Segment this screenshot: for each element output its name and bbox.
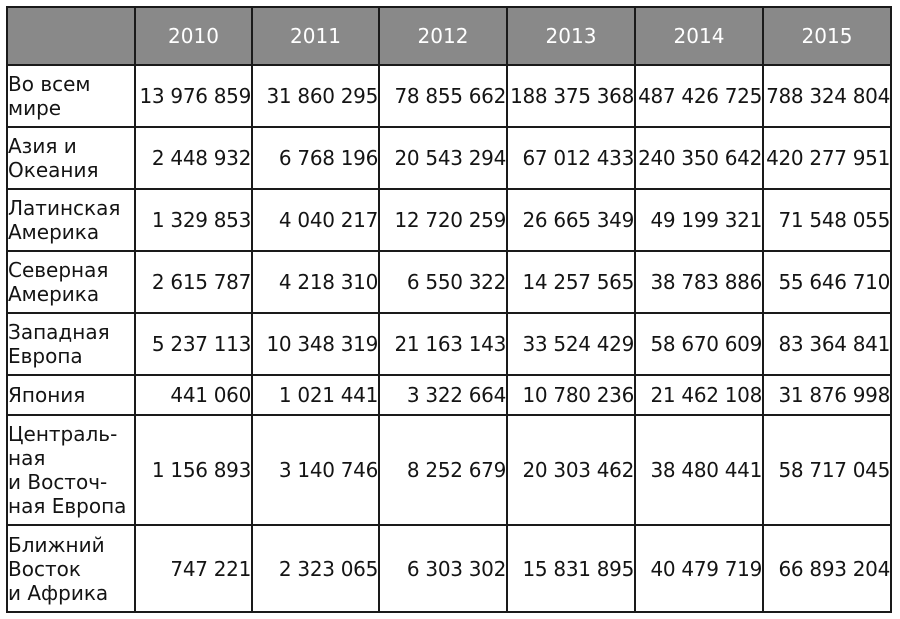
table-cell: 49 199 321	[634, 188, 764, 252]
table-cell: 8 252 679	[378, 414, 508, 526]
row-label: Северная Америка	[6, 250, 136, 314]
table-cell: 15 831 895	[506, 524, 636, 613]
table-cell: 71 548 055	[762, 188, 892, 252]
table-cell: 188 375 368	[506, 64, 636, 128]
table-cell: 78 855 662	[378, 64, 508, 128]
table-cell: 40 479 719	[634, 524, 764, 613]
table-cell: 31 876 998	[762, 374, 892, 416]
table-cell: 20 303 462	[506, 414, 636, 526]
table-cell: 13 976 859	[134, 64, 253, 128]
table-cell: 14 257 565	[506, 250, 636, 314]
table-cell: 420 277 951	[762, 126, 892, 190]
table-cell: 38 480 441	[634, 414, 764, 526]
table-cell: 12 720 259	[378, 188, 508, 252]
table-row: Азия и Океания 2 448 932 6 768 196 20 54…	[6, 126, 892, 190]
row-label: Во всем мире	[6, 64, 136, 128]
table-row: Ближний Восток и Африка 747 221 2 323 06…	[6, 524, 892, 613]
table-row: Латинская Америка 1 329 853 4 040 217 12…	[6, 188, 892, 252]
table-cell: 10 348 319	[251, 312, 380, 376]
table-cell: 6 303 302	[378, 524, 508, 613]
table-cell: 788 324 804	[762, 64, 892, 128]
table-cell: 487 426 725	[634, 64, 764, 128]
row-label: Западная Европа	[6, 312, 136, 376]
table-cell: 2 448 932	[134, 126, 253, 190]
table-cell: 83 364 841	[762, 312, 892, 376]
row-label: Ближний Восток и Африка	[6, 524, 136, 613]
table-cell: 4 040 217	[251, 188, 380, 252]
row-label: Япония	[6, 374, 136, 416]
header-cell: 2012	[378, 6, 508, 66]
table-cell: 6 550 322	[378, 250, 508, 314]
table-cell: 55 646 710	[762, 250, 892, 314]
table-cell: 1 021 441	[251, 374, 380, 416]
table-cell: 5 237 113	[134, 312, 253, 376]
header-corner-cell	[6, 6, 136, 66]
table-row: Западная Европа 5 237 113 10 348 319 21 …	[6, 312, 892, 376]
table-row: Во всем мире 13 976 859 31 860 295 78 85…	[6, 64, 892, 128]
table-cell: 58 670 609	[634, 312, 764, 376]
table-cell: 1 156 893	[134, 414, 253, 526]
table-cell: 4 218 310	[251, 250, 380, 314]
header-cell: 2015	[762, 6, 892, 66]
table-cell: 31 860 295	[251, 64, 380, 128]
header-cell: 2010	[134, 6, 253, 66]
table-cell: 6 768 196	[251, 126, 380, 190]
table-cell: 747 221	[134, 524, 253, 613]
table-cell: 3 140 746	[251, 414, 380, 526]
header-cell: 2013	[506, 6, 636, 66]
row-label: Латинская Америка	[6, 188, 136, 252]
table-cell: 2 323 065	[251, 524, 380, 613]
table-cell: 441 060	[134, 374, 253, 416]
table-cell: 58 717 045	[762, 414, 892, 526]
row-label: Азия и Океания	[6, 126, 136, 190]
header-cell: 2014	[634, 6, 764, 66]
table-cell: 67 012 433	[506, 126, 636, 190]
header-row: 2010 2011 2012 2013 2014 2015	[6, 6, 892, 66]
table-cell: 3 322 664	[378, 374, 508, 416]
table-cell: 21 163 143	[378, 312, 508, 376]
table-cell: 26 665 349	[506, 188, 636, 252]
table-cell: 38 783 886	[634, 250, 764, 314]
row-label: Централь- ная и Восточ- ная Европа	[6, 414, 136, 526]
table-cell: 240 350 642	[634, 126, 764, 190]
table-cell: 33 524 429	[506, 312, 636, 376]
header-cell: 2011	[251, 6, 380, 66]
table-row: Северная Америка 2 615 787 4 218 310 6 5…	[6, 250, 892, 314]
table-cell: 2 615 787	[134, 250, 253, 314]
table-cell: 1 329 853	[134, 188, 253, 252]
data-table: 2010 2011 2012 2013 2014 2015 Во всем ми…	[6, 6, 892, 613]
table-cell: 66 893 204	[762, 524, 892, 613]
table-cell: 21 462 108	[634, 374, 764, 416]
table-row: Централь- ная и Восточ- ная Европа 1 156…	[6, 414, 892, 526]
table-cell: 10 780 236	[506, 374, 636, 416]
table-row: Япония 441 060 1 021 441 3 322 664 10 78…	[6, 374, 892, 416]
table-cell: 20 543 294	[378, 126, 508, 190]
